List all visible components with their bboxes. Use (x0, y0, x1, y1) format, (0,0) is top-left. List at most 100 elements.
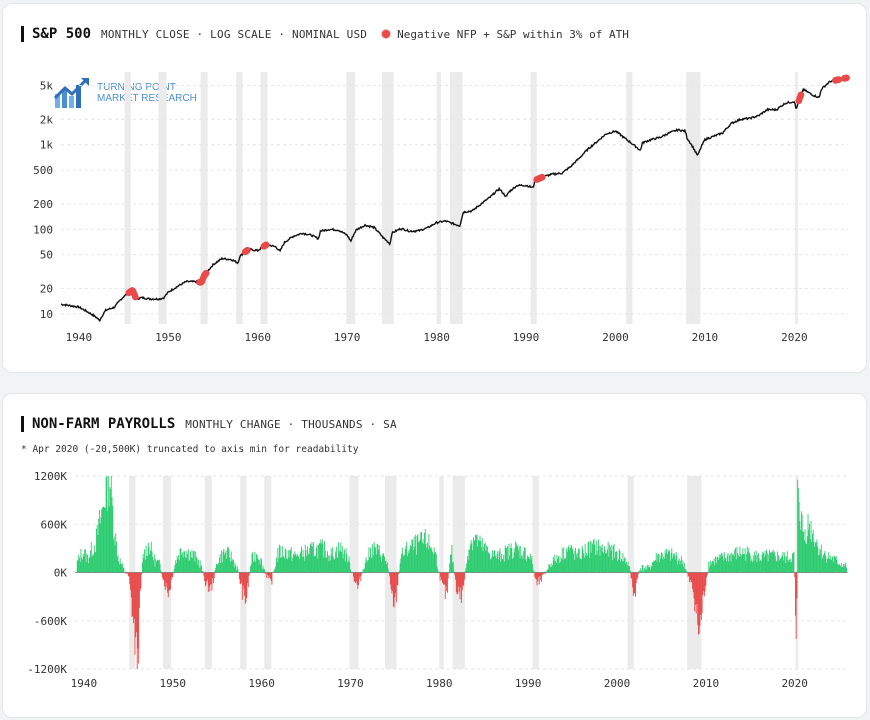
nfp-bar (504, 561, 505, 573)
nfp-bar (255, 561, 257, 573)
nfp-bar (332, 557, 334, 573)
nfp-bar (78, 554, 80, 573)
nfp-bar (158, 559, 160, 573)
nfp-bar (479, 535, 481, 573)
nfp-bar (429, 547, 431, 573)
nfp-bar (530, 559, 532, 573)
nfp-bar (188, 560, 190, 573)
nfp-bar (496, 553, 498, 573)
nfp-bar (527, 556, 529, 573)
nfp-bar (302, 549, 304, 573)
nfp-bar (522, 559, 524, 573)
nfp-bar (409, 545, 411, 573)
nfp-bar (834, 555, 836, 573)
nfp-bar (287, 559, 288, 573)
nfp-bar (558, 563, 560, 573)
nfp-bar (195, 551, 197, 573)
nfp-bar (712, 560, 713, 573)
nfp-bar (656, 561, 658, 573)
nfp-bar (737, 555, 739, 573)
nfp-bar (639, 571, 641, 573)
nfp-bar (314, 555, 316, 573)
nfp-bar (295, 556, 297, 573)
nfp-bar (358, 572, 360, 580)
nfp-bar (535, 572, 536, 579)
nfp-bar (387, 562, 388, 573)
nfp-bar (774, 551, 776, 573)
nfp-bar (159, 564, 161, 573)
nfp-bar (672, 553, 674, 573)
nfp-bar (173, 572, 174, 574)
nfp-bar (301, 546, 303, 573)
ath-highlight-point (132, 293, 139, 301)
nfp-bar (348, 556, 350, 573)
nfp-bar (546, 569, 548, 573)
nfp-bar (696, 572, 698, 604)
y-tick-label: 100 (33, 223, 53, 236)
nfp-bar (478, 539, 479, 573)
nfp-bar (231, 561, 233, 573)
nfp-bar (692, 572, 694, 593)
nfp-bar (626, 561, 628, 573)
nfp-bar (342, 558, 344, 573)
nfp-bar (80, 549, 82, 573)
nfp-bar (77, 560, 79, 573)
nfp-bar (175, 563, 177, 573)
nfp-bar (190, 551, 191, 573)
nfp-bar (593, 538, 595, 573)
nfp-bar (78, 557, 80, 573)
nfp-bar (118, 564, 120, 573)
nfp-bar (481, 547, 482, 573)
nfp-bar (239, 572, 241, 585)
y-tick-label: 500 (33, 164, 53, 177)
nfp-bar (550, 563, 552, 573)
recession-band (382, 72, 394, 324)
nfp-bar (804, 529, 806, 573)
nfp-bar (195, 556, 197, 573)
nfp-bar (677, 564, 679, 573)
nfp-bar (483, 546, 485, 573)
nfp-bar (102, 506, 104, 573)
nfp-bar (111, 497, 113, 573)
nfp-bar (432, 551, 434, 573)
nfp-bar (751, 559, 753, 573)
nfp-bar (675, 552, 677, 573)
nfp-bar (721, 553, 723, 573)
nfp-bar (557, 558, 559, 573)
nfp-bar (154, 566, 156, 573)
nfp-bar (462, 572, 464, 585)
nfp-bar (521, 555, 522, 573)
nfp-bar (754, 551, 756, 573)
logo-line-2: MARKET RESEARCH (97, 93, 197, 104)
nfp-bar (563, 547, 565, 573)
nfp-bar (391, 572, 393, 594)
nfp-bar (719, 557, 721, 573)
nfp-bar (713, 558, 715, 573)
nfp-bar (676, 555, 678, 573)
nfp-bar (797, 479, 799, 573)
nfp-bar (378, 549, 380, 573)
nfp-bar (480, 540, 482, 573)
nfp-bar (653, 560, 655, 573)
nfp-bar (595, 540, 597, 573)
nfp-bar (443, 572, 445, 585)
nfp-bar (508, 543, 510, 573)
nfp-bar (208, 572, 210, 587)
nfp-bar (836, 559, 838, 573)
recession-band (626, 72, 633, 324)
nfp-bar (559, 556, 561, 573)
nfp-bar (249, 572, 251, 574)
nfp-bar (835, 556, 837, 573)
nfp-bar (469, 544, 471, 573)
nfp-bar (245, 572, 247, 602)
nfp-bar (421, 542, 423, 573)
nfp-bar (175, 560, 177, 573)
nfp-bar (463, 572, 465, 586)
nfp-bar (583, 553, 585, 573)
nfp-bar (452, 562, 454, 573)
nfp-bar (182, 557, 184, 573)
nfp-bar (635, 572, 636, 597)
nfp-bar (497, 551, 499, 573)
nfp-bar (345, 548, 347, 573)
nfp-bar (165, 572, 167, 583)
